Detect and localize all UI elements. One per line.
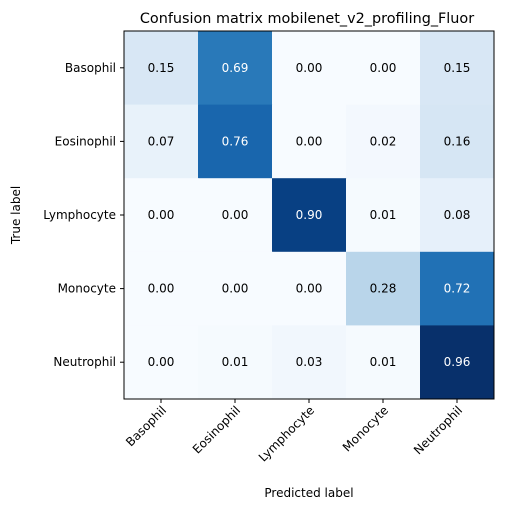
- x-tick-label: Eosinophil: [190, 403, 243, 456]
- cell-value-label: 0.16: [444, 134, 471, 148]
- cell-value-label: 0.96: [444, 355, 471, 369]
- cell-value-label: 0.00: [148, 282, 175, 296]
- y-axis-ticks: Basophil Eosinophil Lymphocyte Monocyte Neut…: [43, 61, 124, 369]
- y-tick-label: Basophil: [65, 61, 116, 75]
- cell-value-label: 0.01: [370, 355, 397, 369]
- y-tick-label: Eosinophil: [55, 134, 116, 148]
- cell-value-label: 0.00: [148, 208, 175, 222]
- x-axis-ticks: Basophil Eosinophil Lymphocyte Monocyte Neut…: [123, 399, 465, 465]
- x-axis-label: Predicted label: [264, 486, 353, 500]
- y-tick-label: Neutrophil: [53, 355, 116, 369]
- x-tick-label: Basophil: [123, 403, 169, 449]
- cell-value-label: 0.69: [222, 61, 249, 75]
- cell-value-label: 0.00: [370, 61, 397, 75]
- cell-value-label: 0.15: [444, 61, 471, 75]
- x-tick-label: Neutrophil: [411, 403, 465, 457]
- cell-value-label: 0.00: [296, 134, 323, 148]
- cell-value-label: 0.15: [148, 61, 175, 75]
- cell-value-label: 0.01: [222, 355, 249, 369]
- x-tick-label: Monocyte: [340, 403, 391, 454]
- cell-value-label: 0.28: [370, 282, 397, 296]
- cell-value-label: 0.00: [222, 208, 249, 222]
- y-axis-label: True label: [9, 186, 23, 245]
- x-tick-label: Lymphocyte: [256, 403, 317, 464]
- cell-value-label: 0.07: [148, 134, 175, 148]
- cell-value-label: 0.00: [296, 61, 323, 75]
- cell-value-label: 0.03: [296, 355, 323, 369]
- cell-value-label: 0.02: [370, 134, 397, 148]
- cell-value-label: 0.00: [296, 282, 323, 296]
- cell-value-label: 0.00: [222, 282, 249, 296]
- cell-value-label: 0.90: [296, 208, 323, 222]
- cell-value-label: 0.76: [222, 134, 249, 148]
- cell-value-label: 0.00: [148, 355, 175, 369]
- cell-value-label: 0.08: [444, 208, 471, 222]
- y-tick-label: Lymphocyte: [43, 208, 116, 222]
- chart-title: Confusion matrix mobilenet_v2_profiling_…: [140, 11, 474, 27]
- y-tick-label: Monocyte: [58, 282, 116, 296]
- cell-value-label: 0.72: [444, 282, 471, 296]
- cell-value-label: 0.01: [370, 208, 397, 222]
